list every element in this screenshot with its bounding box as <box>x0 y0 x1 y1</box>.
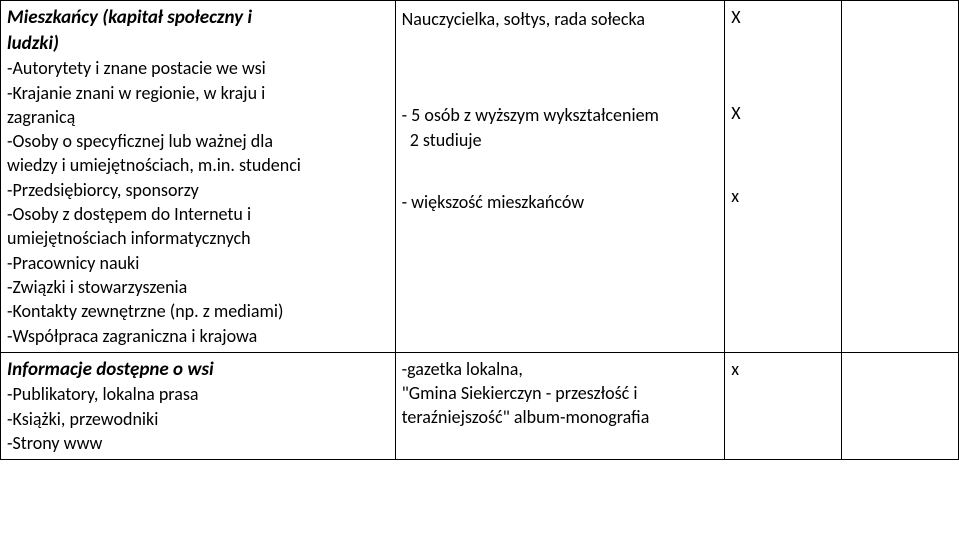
desc-line: - 5 osób z wyższym wykształceniem <box>402 103 719 127</box>
spacer <box>731 29 835 101</box>
list-item: wiedzy i umiejętnościach, m.in. studenci <box>7 153 389 177</box>
list-item: -Osoby o specyficznej lub ważnej dla <box>7 129 389 153</box>
cell-description: Nauczycielka, sołtys, rada sołecka - 5 o… <box>395 1 725 353</box>
list-item: -Strony www <box>7 431 389 455</box>
cell-description: -gazetka lokalna, "Gmina Siekierczyn - p… <box>395 352 725 460</box>
list-item: -Pracownicy nauki <box>7 251 389 275</box>
category-heading-line: ludzki) <box>7 31 389 57</box>
list-item: -Związki i stowarzyszenia <box>7 275 389 299</box>
cell-empty <box>842 1 959 353</box>
list-item: -Autorytety i znane postacie we wsi <box>7 56 389 80</box>
category-heading-line: Mieszkańcy (kapitał społeczny i <box>7 5 389 31</box>
mark: X <box>731 101 835 125</box>
desc-line: teraźniejszość" album-monografia <box>402 405 719 429</box>
list-item: zagranicą <box>7 105 389 129</box>
cell-mark: X X x <box>725 1 842 353</box>
document-table: Mieszkańcy (kapitał społeczny i ludzki) … <box>0 0 959 460</box>
desc-line: Nauczycielka, sołtys, rada sołecka <box>402 7 719 31</box>
table-row: Informacje dostępne o wsi -Publikatory, … <box>1 352 959 460</box>
list-item: umiejętnościach informatycznych <box>7 226 389 250</box>
list-item: -Publikatory, lokalna prasa <box>7 382 389 406</box>
list-item: -Krajanie znani w regionie, w kraju i <box>7 81 389 105</box>
mark: x <box>731 357 835 381</box>
desc-line: - większość mieszkańców <box>402 190 719 214</box>
mark: X <box>731 5 835 29</box>
category-heading: Informacje dostępne o wsi <box>7 357 389 383</box>
table-row: Mieszkańcy (kapitał społeczny i ludzki) … <box>1 1 959 353</box>
desc-line: -gazetka lokalna, <box>402 357 719 381</box>
desc-line: "Gmina Siekierczyn - przeszłość i <box>402 381 719 405</box>
cell-category: Mieszkańcy (kapitał społeczny i ludzki) … <box>1 1 396 353</box>
spacer <box>402 31 719 103</box>
desc-line: 2 studiuje <box>402 128 719 152</box>
cell-empty <box>842 352 959 460</box>
spacer <box>402 152 719 190</box>
mark: x <box>731 184 835 208</box>
list-item: -Kontakty zewnętrzne (np. z mediami) <box>7 299 389 323</box>
cell-mark: x <box>725 352 842 460</box>
list-item: -Osoby z dostępem do Internetu i <box>7 202 389 226</box>
spacer <box>731 126 835 184</box>
list-item: -Współpraca zagraniczna i krajowa <box>7 324 389 348</box>
list-item: -Książki, przewodniki <box>7 407 389 431</box>
cell-category: Informacje dostępne o wsi -Publikatory, … <box>1 352 396 460</box>
list-item: -Przedsiębiorcy, sponsorzy <box>7 178 389 202</box>
